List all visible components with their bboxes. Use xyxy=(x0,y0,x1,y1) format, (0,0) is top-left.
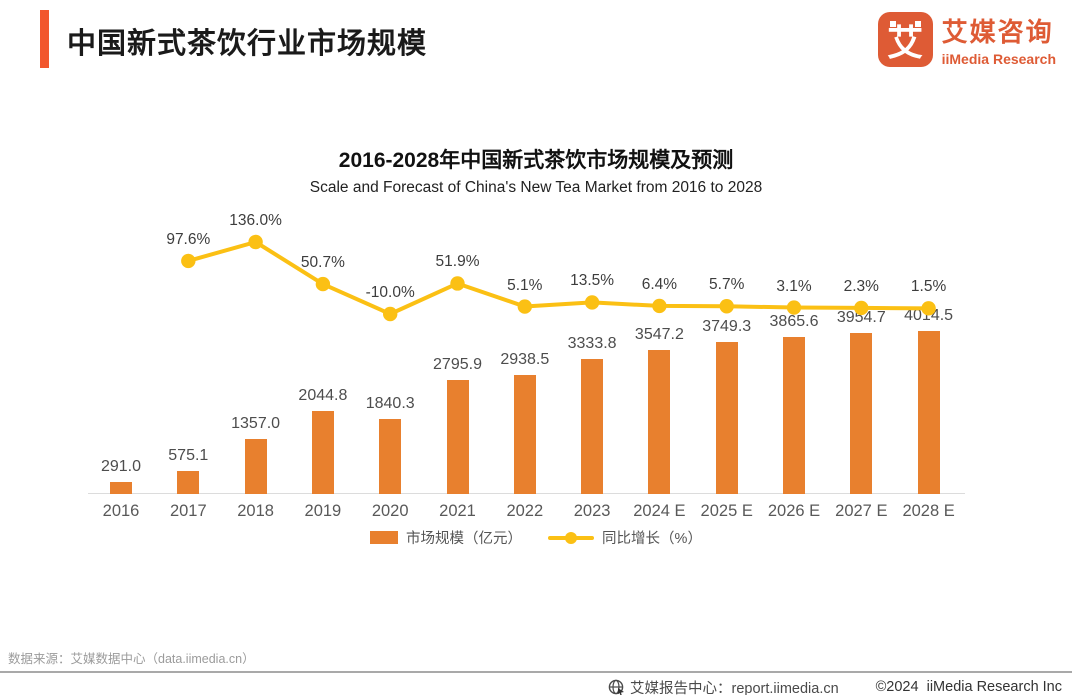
chart-subtitle: Scale and Forecast of China's New Tea Ma… xyxy=(309,179,763,196)
bar-value-label: 3333.8 xyxy=(567,334,617,352)
legend-item-market-size: 市场规模（亿元） xyxy=(370,527,522,548)
x-axis-label: 2023 xyxy=(573,502,611,520)
legend-label: 同比增长（%） xyxy=(602,531,702,547)
x-axis-label: 2022 xyxy=(506,502,544,520)
growth-pct-label: 13.5% xyxy=(570,272,615,290)
legend-bar-swatch-icon xyxy=(370,531,399,544)
growth-line-point xyxy=(248,234,263,250)
growth-pct-label: 136.0% xyxy=(229,212,282,229)
growth-line-point xyxy=(652,298,667,314)
bar-value-label: 575.1 xyxy=(168,446,209,464)
growth-pct-label: 3.1% xyxy=(776,277,812,295)
bar-2027E xyxy=(850,333,873,494)
bar-2020 xyxy=(379,419,402,494)
growth-line-point xyxy=(584,295,600,310)
x-axis-label: 2017 xyxy=(169,502,207,520)
iimedia-logo-icon: 艾 xyxy=(877,12,933,67)
growth-line-point xyxy=(719,299,734,314)
bar-value-label: 291.0 xyxy=(100,458,142,476)
bar-2016 xyxy=(110,482,132,494)
page-title: 中国新式茶饮行业市场规模 xyxy=(67,28,428,60)
growth-pct-label: 1.5% xyxy=(910,278,947,296)
footer-report-link[interactable]: 艾媒报告中心：report.iimedia.cn xyxy=(630,681,839,695)
bar-value-label: 2795.9 xyxy=(433,356,482,374)
bar-2024E xyxy=(648,349,671,494)
bar-value-label: 4014.5 xyxy=(904,307,954,324)
chart-title: 2016-2028年中国新式茶饮市场规模及预测 xyxy=(338,149,734,172)
growth-pct-label: 6.4% xyxy=(641,275,678,293)
x-axis-label: 2025 E xyxy=(700,502,753,520)
legend-item-growth-rate: 同比增长（%） xyxy=(548,527,702,548)
growth-pct-label: 51.9% xyxy=(435,253,480,271)
growth-pct-label: -10.0% xyxy=(365,284,415,301)
growth-pct-label: 2.3% xyxy=(843,277,879,295)
title-accent-bar xyxy=(40,10,49,68)
bar-2022 xyxy=(513,374,536,494)
globe-icon xyxy=(608,679,624,695)
logo-name-cn: 艾媒咨询 xyxy=(941,17,1054,47)
bar-2021 xyxy=(446,380,469,494)
footer-report-center: 艾媒报告中心：report.iimedia.cn xyxy=(608,677,839,695)
growth-line-point xyxy=(450,276,465,291)
growth-pct-label: 5.1% xyxy=(507,276,543,294)
growth-line-point xyxy=(181,253,196,269)
growth-pct-label: 5.7% xyxy=(709,276,745,294)
bar-2023 xyxy=(581,358,604,494)
growth-pct-label: 97.6% xyxy=(166,230,211,248)
x-axis-label: 2027 E xyxy=(835,502,888,520)
legend-label: 市场规模（亿元） xyxy=(406,531,523,547)
legend-dot xyxy=(565,531,578,544)
growth-pct-label: 50.7% xyxy=(300,254,345,272)
bar-value-label: 2938.5 xyxy=(500,350,550,368)
x-axis-label: 2021 xyxy=(439,502,476,520)
bar-value-label: 3547.2 xyxy=(634,325,684,343)
bar-value-label: 3865.6 xyxy=(769,313,819,331)
legend-line-swatch-icon xyxy=(548,531,595,544)
bar-2025E xyxy=(715,341,738,494)
x-axis-label: 2026 E xyxy=(767,502,821,520)
x-axis-label: 2019 xyxy=(304,502,342,520)
legend: 市场规模（亿元） 同比增长（%） xyxy=(0,527,1072,548)
logo-name-en: iiMedia Research xyxy=(941,51,1056,67)
growth-line-point xyxy=(383,306,398,322)
logo-text: 艾媒咨询 iiMedia Research xyxy=(942,12,1056,67)
growth-line-point xyxy=(315,276,331,292)
bar-value-label: 3749.3 xyxy=(702,317,752,335)
x-axis-label: 2016 xyxy=(102,502,140,520)
bar-2028E xyxy=(917,331,940,494)
bar-2018 xyxy=(244,438,267,494)
bar-value-label: 1840.3 xyxy=(365,395,415,413)
bar-value-label: 1357.0 xyxy=(231,414,281,432)
bar-value-label: 2044.8 xyxy=(298,386,348,404)
x-axis-label: 2018 xyxy=(237,502,274,520)
x-axis-label: 2024 E xyxy=(633,502,686,520)
data-source-note: 数据来源：艾媒数据中心（data.iimedia.cn） xyxy=(8,652,255,666)
iimedia-logo: 艾 艾媒咨询 iiMedia Research xyxy=(877,12,1056,67)
x-axis-label: 2020 xyxy=(371,502,409,520)
footer-divider xyxy=(0,671,1072,673)
bar-2019 xyxy=(311,410,334,494)
footer-copyright: ©2024 iiMedia Research Inc xyxy=(875,679,1062,695)
growth-line-point xyxy=(517,299,532,314)
bar-value-label: 3954.7 xyxy=(836,309,886,327)
bar-2017 xyxy=(177,470,200,494)
bar-2026E xyxy=(783,337,805,494)
growth-line xyxy=(186,240,931,316)
x-axis-label: 2028 E xyxy=(902,502,955,520)
